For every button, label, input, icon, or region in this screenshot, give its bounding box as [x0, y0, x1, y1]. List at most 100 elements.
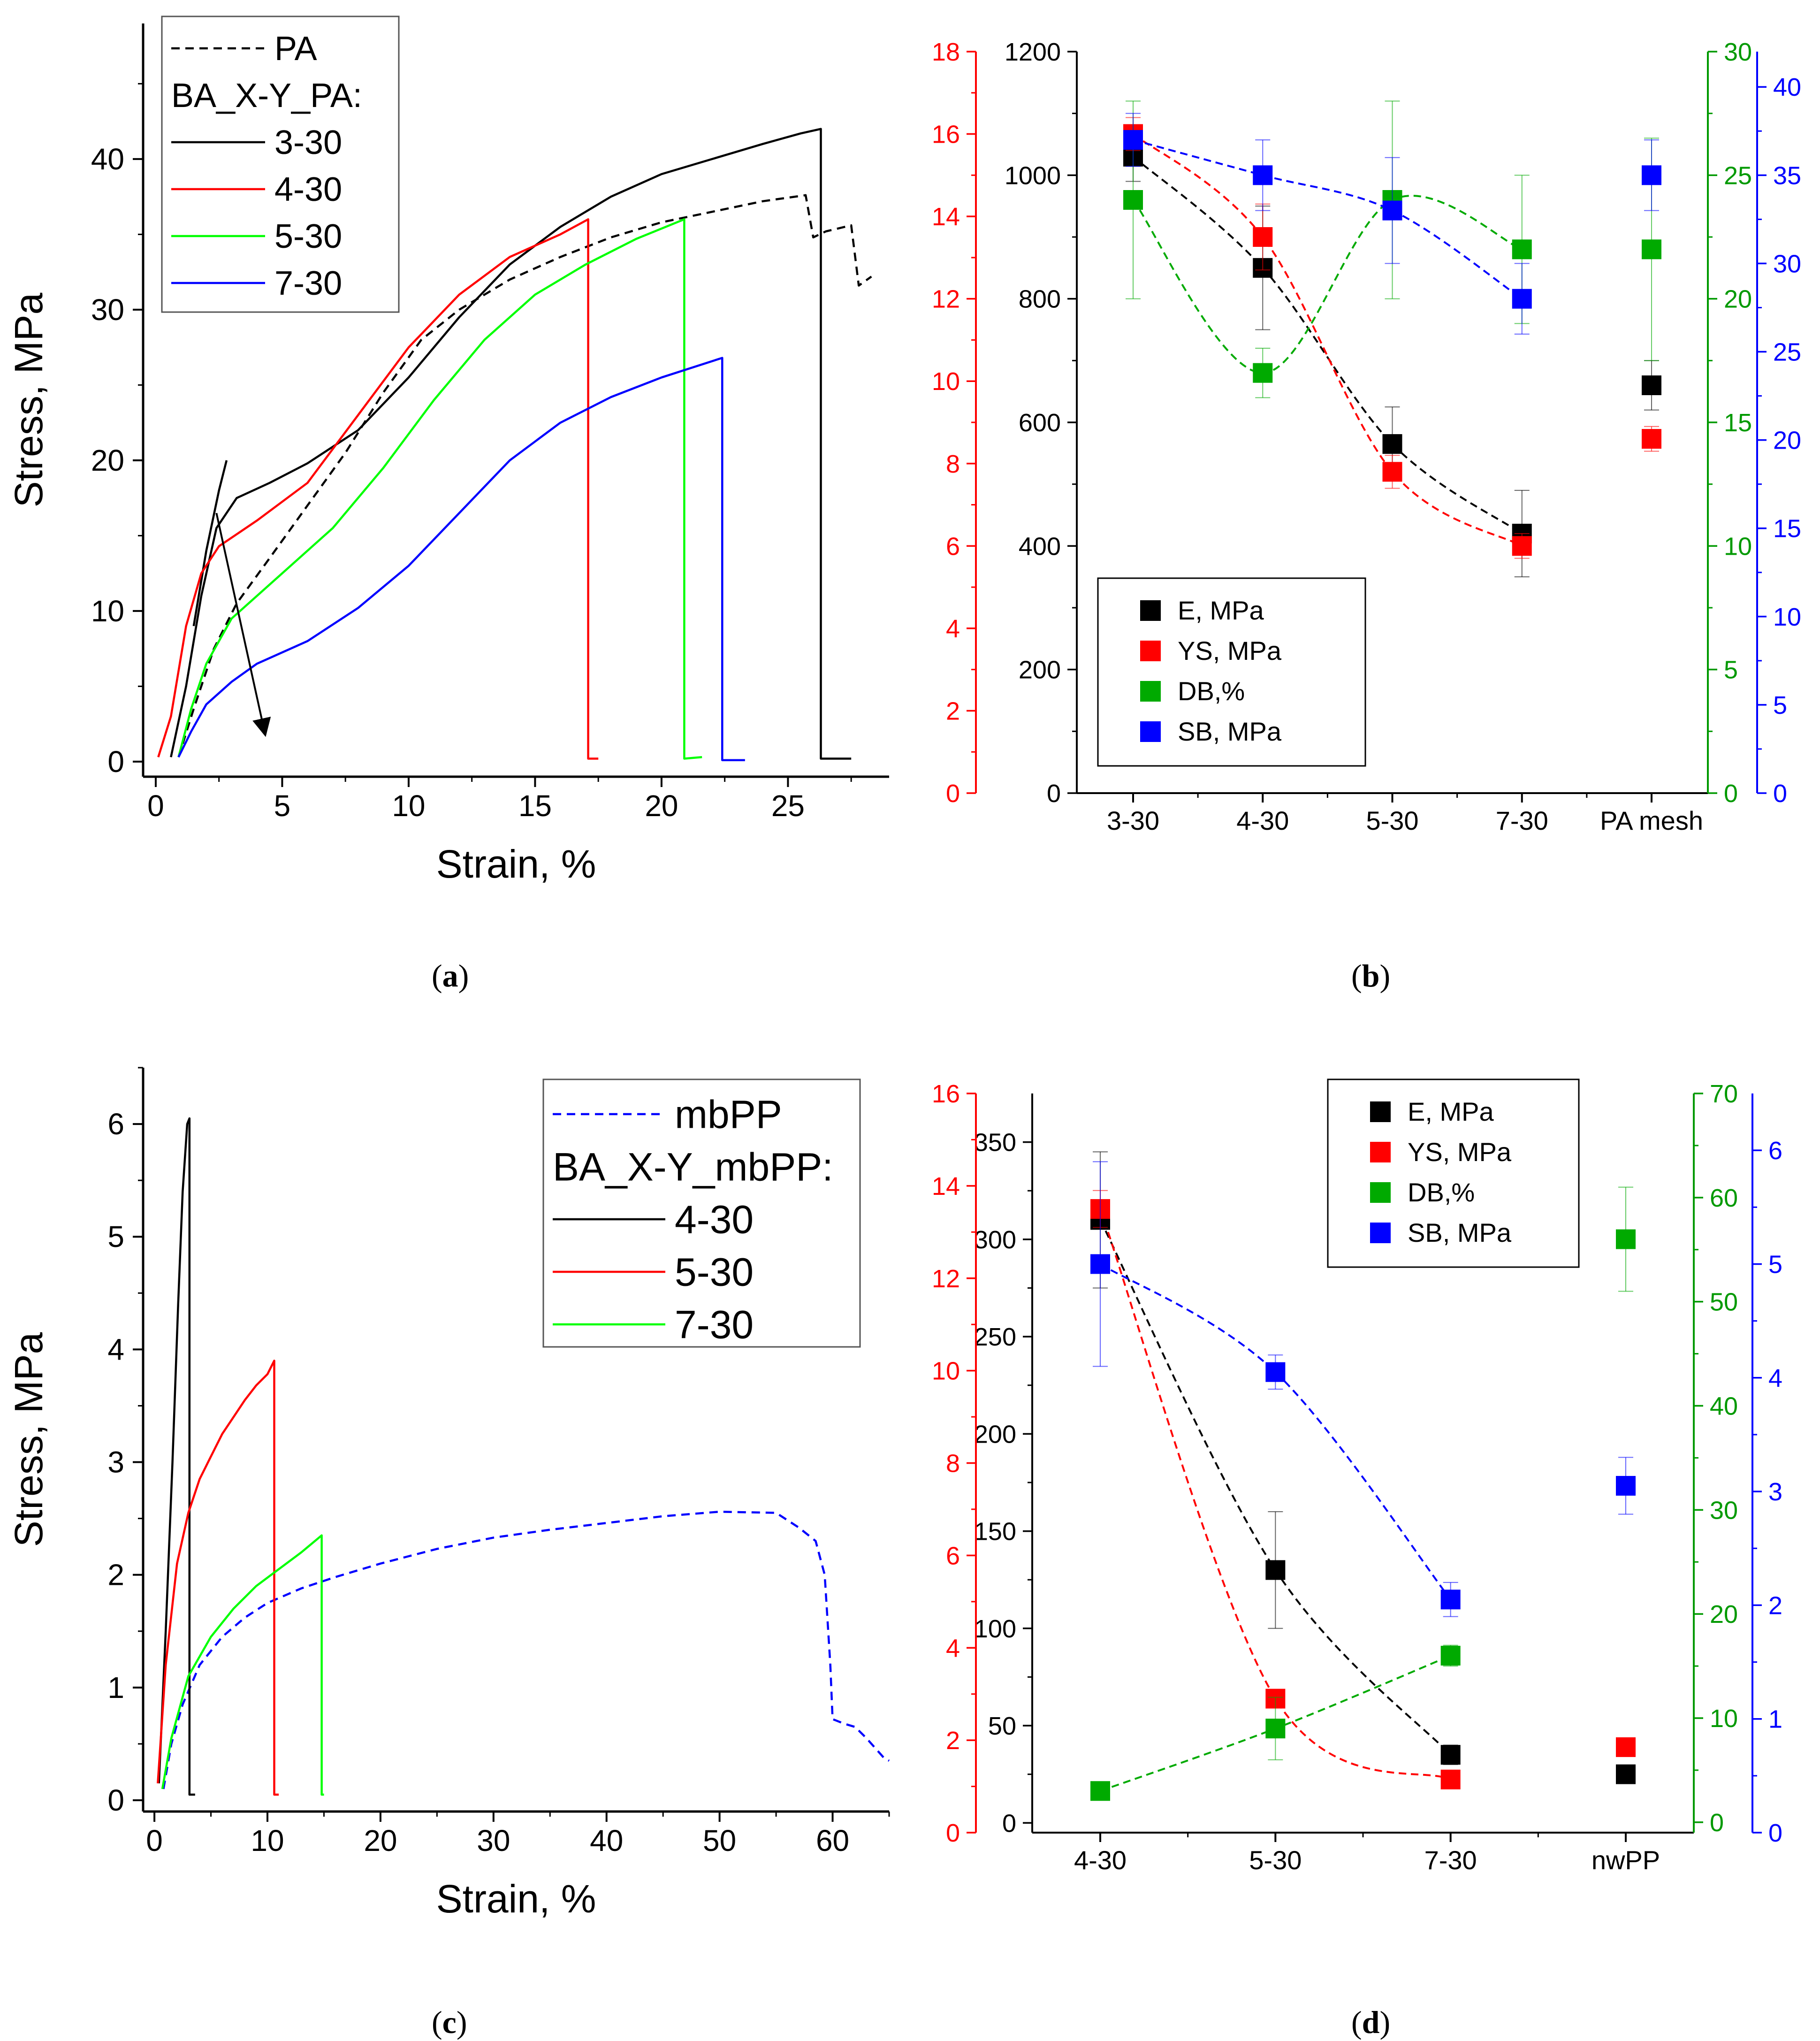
y-tick-label-db: 30	[1724, 38, 1752, 66]
y-tick-label-e: 200	[974, 1420, 1016, 1448]
panel-label-a: (a)	[432, 958, 469, 994]
legend-marker-ys-mpa	[1370, 1142, 1391, 1162]
legend: mbPP BA_X-Y_mbPP: 4-30 5-30 7-30	[542, 1078, 861, 1348]
data-point-db	[1090, 1781, 1110, 1801]
data-point-sb-mpa	[1123, 130, 1143, 150]
category-label-7-30: 7-30	[1424, 1845, 1477, 1875]
legend-header: BA_X-Y_PA:	[171, 77, 362, 115]
y-tick-label: 40	[91, 142, 124, 176]
y-tick-label-e: 350	[974, 1129, 1016, 1157]
fit-curve-db	[1132, 195, 1523, 374]
data-point-e-mpa	[1440, 1745, 1461, 1765]
legend-label-ys-mpa: YS, MPa	[1408, 1137, 1512, 1167]
legend-marker-e-mpa	[1140, 600, 1161, 621]
legend-label-4-30: 4-30	[675, 1197, 754, 1241]
y-tick-label-sb: 15	[1773, 515, 1801, 543]
y-tick-label-ys: 6	[946, 532, 960, 560]
data-point-sb-mpa	[1253, 165, 1273, 185]
y-tick-label-ys: 14	[932, 203, 960, 231]
legend-marker-db	[1370, 1182, 1391, 1203]
data-point-sb-mpa	[1440, 1590, 1461, 1610]
y-tick-label-ys: 4	[946, 615, 960, 643]
data-point-sb-mpa	[1642, 165, 1661, 185]
panel-label-d: (d)	[1351, 2004, 1391, 2040]
legend: PA BA_X-Y_PA: 3-30 4-30 5-30 7-30	[161, 15, 400, 313]
x-tick-label: 15	[518, 789, 552, 823]
y-tick-label-ys: 0	[946, 1819, 960, 1847]
y-tick-label-sb: 40	[1773, 73, 1801, 101]
data-point-e-mpa	[1642, 375, 1661, 395]
y-tick-label-db: 60	[1710, 1184, 1738, 1212]
series-line-pa	[177, 194, 872, 757]
series-line-initial-segment	[192, 460, 228, 627]
y-tick-label-ys: 16	[932, 1080, 960, 1108]
y-tick-label: 1	[107, 1671, 124, 1705]
legend-label-5-30: 5-30	[675, 1250, 754, 1294]
x-tick-label: 50	[703, 1824, 736, 1858]
legend-label-pa: PA	[274, 30, 317, 68]
legend-label-db: DB,%	[1178, 676, 1245, 706]
x-axis-label: Strain, %	[436, 842, 596, 886]
y-tick-label: 3	[107, 1445, 124, 1479]
y-tick-label-sb: 35	[1773, 161, 1801, 190]
series-line-5-30	[157, 1360, 279, 1796]
x-tick-label: 10	[392, 789, 425, 823]
y-tick-label-e: 1200	[1005, 38, 1061, 66]
y-tick-label: 30	[91, 293, 124, 327]
y-tick-label: 6	[107, 1107, 124, 1141]
data-point-ys-mpa	[1382, 462, 1402, 482]
category-label-4-30: 4-30	[1074, 1845, 1127, 1875]
y-tick-label: 2	[107, 1558, 124, 1592]
x-tick-label: 25	[771, 789, 805, 823]
category-label-3-30: 3-30	[1107, 806, 1159, 835]
series-line-7-30	[161, 1534, 324, 1796]
y-tick-label-sb: 3	[1768, 1478, 1782, 1506]
x-tick-label: 0	[147, 789, 164, 823]
legend-label-ys-mpa: YS, MPa	[1178, 636, 1282, 665]
panel-label-c: (c)	[432, 2004, 467, 2040]
y-tick-label-db: 70	[1710, 1080, 1738, 1108]
data-point-db	[1253, 363, 1273, 383]
data-point-ys-mpa	[1642, 429, 1661, 449]
category-label-nwpp: nwPP	[1592, 1845, 1660, 1875]
y-tick-label-ys: 18	[932, 38, 960, 66]
series-line-5-30	[177, 218, 702, 760]
y-tick-label-db: 50	[1710, 1288, 1738, 1316]
legend-label-5-30: 5-30	[274, 218, 342, 255]
legend-box	[1327, 1078, 1580, 1268]
data-point-ys-mpa	[1440, 1769, 1461, 1789]
y-tick-label-db: 20	[1710, 1600, 1738, 1628]
legend-label-db: DB,%	[1408, 1177, 1475, 1207]
x-axis-label: Strain, %	[436, 1877, 596, 1921]
y-axis-label: Stress, MPa	[7, 292, 51, 507]
y-tick-label-e: 150	[974, 1518, 1016, 1546]
legend-marker-sb-mpa	[1140, 721, 1161, 742]
data-point-db	[1440, 1645, 1461, 1666]
data-point-db	[1265, 1719, 1286, 1739]
y-tick-label: 5	[107, 1220, 124, 1254]
data-point-ys-mpa	[1616, 1737, 1636, 1757]
legend-label-4-30: 4-30	[274, 171, 342, 208]
y-tick-label-db: 30	[1710, 1496, 1738, 1524]
y-tick-label-ys: 6	[946, 1542, 960, 1570]
annotation-arrow	[215, 512, 271, 737]
legend-marker-ys-mpa	[1140, 641, 1161, 661]
fit-curve-e-mpa	[1099, 1219, 1452, 1756]
data-point-sb-mpa	[1616, 1475, 1636, 1496]
y-tick-label-e: 600	[1019, 409, 1061, 437]
panel-label-b: (b)	[1351, 958, 1391, 994]
category-label-5-30: 5-30	[1249, 1845, 1302, 1875]
y-tick-label-e: 1000	[1005, 161, 1061, 190]
fit-curve-sb-mpa	[1133, 139, 1523, 300]
x-tick-label: 30	[477, 1824, 510, 1858]
y-tick-label-db: 0	[1724, 780, 1738, 808]
y-tick-label-e: 800	[1019, 285, 1061, 313]
y-tick-label-sb: 2	[1768, 1591, 1782, 1620]
y-tick-label-ys: 12	[932, 1265, 960, 1293]
legend-label-7-30: 7-30	[675, 1302, 754, 1346]
y-tick-label: 4	[107, 1332, 124, 1366]
y-tick-label-e: 50	[988, 1712, 1016, 1740]
y-tick-label-sb: 4	[1768, 1364, 1782, 1392]
legend: E, MPa YS, MPa DB,% SB, MPa	[1097, 577, 1366, 767]
y-tick-label: 0	[107, 745, 124, 779]
